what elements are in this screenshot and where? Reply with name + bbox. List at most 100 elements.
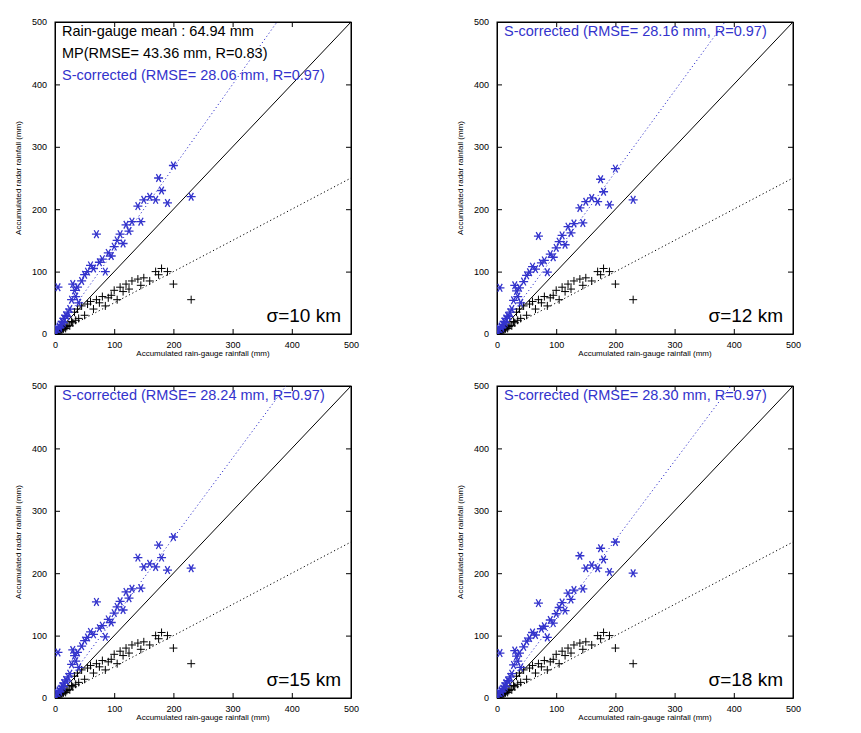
point: [128, 277, 136, 285]
x-axis: 0100200300400500: [495, 693, 801, 714]
title: σ=12 km: [708, 305, 783, 326]
point: [611, 538, 620, 546]
tick-mark: [497, 272, 502, 273]
tick: 300: [226, 329, 241, 350]
plot-frame: [497, 386, 793, 698]
annotation: S-corrected (RMSE= 28.24 mm, R=0.97): [62, 387, 325, 403]
point: [629, 660, 637, 668]
point: [187, 564, 196, 572]
tick: 100: [107, 693, 122, 714]
point: [157, 554, 166, 562]
plot-data: [497, 386, 793, 698]
tick-label: 0: [42, 329, 47, 339]
tick-mark: [233, 329, 234, 334]
tick-label: 100: [549, 340, 564, 350]
tick: 500: [474, 17, 502, 27]
tick-mark: [55, 84, 60, 85]
tick-mark: [55, 386, 60, 387]
point: [74, 664, 83, 672]
tick: [292, 22, 293, 27]
tick: 100: [32, 267, 60, 277]
tick-label: 0: [53, 340, 58, 350]
point: [558, 599, 567, 607]
point: [74, 299, 83, 307]
axis-line: [351, 23, 352, 335]
point: [555, 296, 563, 304]
tick-label: 100: [549, 704, 564, 714]
point: [92, 230, 101, 238]
point: [87, 662, 95, 670]
point: [154, 541, 163, 549]
tick: [346, 448, 351, 449]
y-axis: 0100200300400500: [474, 381, 502, 703]
tick-mark: [346, 147, 351, 148]
tick: [346, 334, 351, 335]
tick: 400: [727, 693, 742, 714]
point: [507, 670, 516, 678]
point: [611, 280, 619, 288]
tick-mark: [346, 209, 351, 210]
tick: 200: [166, 329, 181, 350]
x-axis-title: Accumulated rain-gauge rainfall (mm): [136, 349, 270, 358]
y-axis-right: [346, 23, 352, 335]
tick-label: 100: [474, 267, 489, 277]
plot-frame: [55, 22, 351, 334]
point: [101, 633, 110, 641]
tick: [788, 209, 793, 210]
point: [125, 285, 133, 293]
tick-label: 400: [285, 704, 300, 714]
point: [552, 244, 561, 252]
tick-mark: [497, 22, 502, 23]
point: [578, 585, 587, 593]
tick-mark: [497, 511, 502, 512]
tick-label: 400: [727, 704, 742, 714]
point: [605, 632, 613, 640]
point: [107, 619, 116, 627]
x-axis: 0100200300400500: [53, 329, 359, 350]
y-axis-title: Accumulated radar rainfall (mm): [14, 121, 23, 235]
tick: [788, 511, 793, 512]
point: [71, 657, 80, 665]
tick: [346, 147, 351, 148]
tick-mark: [497, 636, 502, 637]
tick: 200: [166, 693, 181, 714]
tick-mark: [346, 448, 351, 449]
tick: [346, 636, 351, 637]
tick: [346, 511, 351, 512]
fit-line: [55, 178, 351, 334]
point: [146, 641, 154, 649]
y-axis-title: Accumulated radar rainfall (mm): [14, 485, 23, 599]
tick-mark: [55, 698, 60, 699]
point: [187, 296, 195, 304]
figure: 01002003004005000100200300400500Accumula…: [0, 0, 861, 733]
tick-label: 300: [474, 506, 489, 516]
point: [136, 584, 145, 592]
plot-data: [55, 386, 351, 698]
point: [98, 293, 106, 301]
point: [515, 284, 524, 292]
tick-label: 100: [32, 631, 47, 641]
point: [611, 165, 620, 173]
point: [92, 598, 101, 606]
point: [513, 657, 522, 665]
annotation: S-corrected (RMSE= 28.16 mm, R=0.97): [504, 23, 767, 39]
x-axis: 0100200300400500: [495, 329, 801, 350]
tick: [788, 636, 793, 637]
axis-line: [793, 23, 794, 335]
point: [81, 675, 89, 683]
tick: 400: [474, 80, 502, 90]
panel-label: σ=18 km: [704, 667, 787, 692]
point: [570, 277, 578, 285]
point: [552, 610, 561, 618]
tick: 400: [32, 444, 60, 454]
point: [65, 670, 74, 678]
tick: 100: [474, 631, 502, 641]
label-background: [262, 303, 345, 328]
tick: 300: [668, 329, 683, 350]
tick: [346, 573, 351, 574]
tick-mark: [615, 693, 616, 698]
panel: 01002003004005000100200300400500Accumula…: [14, 381, 359, 722]
point: [151, 563, 160, 571]
tick: 100: [107, 329, 122, 350]
label-background: [704, 303, 787, 328]
